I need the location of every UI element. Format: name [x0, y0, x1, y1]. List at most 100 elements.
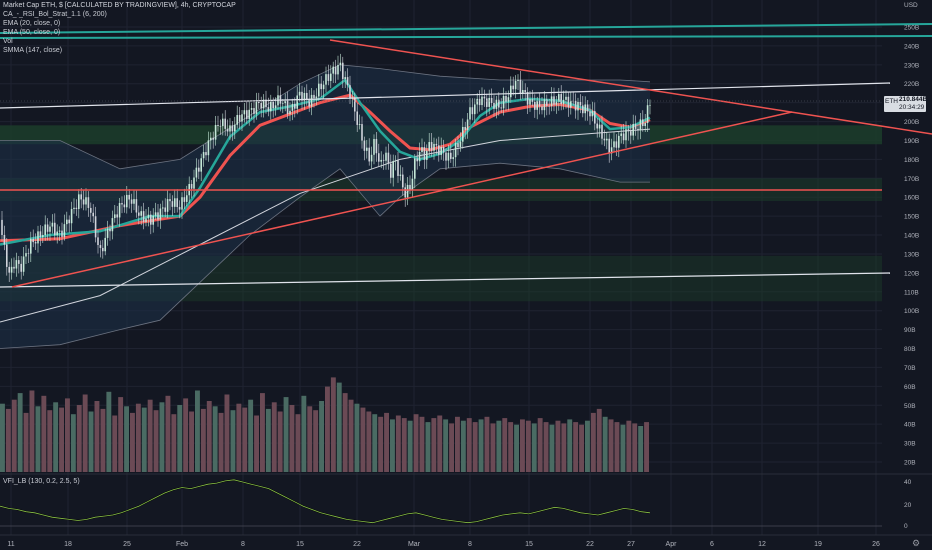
- time-axis-label: 27: [627, 541, 635, 548]
- bollinger-lower: [0, 162, 650, 349]
- candle-body: [286, 100, 289, 115]
- candle-body: [174, 198, 176, 207]
- candle-body: [517, 79, 519, 81]
- volume-bar: [466, 418, 472, 472]
- candle-body: [562, 99, 565, 105]
- candle-body: [438, 145, 440, 155]
- volume-bar: [41, 395, 47, 472]
- volume-bar: [543, 422, 549, 472]
- price-axis-label: 110B: [904, 289, 919, 296]
- chart-title: Market Cap ETH, $ [CALCULATED BY TRADING…: [3, 2, 236, 9]
- time-axis-label: 8: [468, 541, 472, 548]
- candle-body: [37, 231, 39, 244]
- candle-body: [253, 108, 255, 114]
- candle-body: [169, 199, 171, 202]
- legend-item-smma[interactable]: SMMA (147, close): [3, 46, 63, 54]
- legend-item-vol[interactable]: Vol: [3, 37, 13, 45]
- candle-body: [366, 147, 368, 151]
- price-axis-label: 170B: [904, 176, 919, 183]
- vfi-line: [0, 479, 651, 524]
- candle-body: [495, 99, 498, 109]
- candle-body: [454, 143, 457, 158]
- candle-body: [34, 242, 37, 244]
- volume-bar: [23, 412, 29, 472]
- candle-body: [382, 159, 385, 161]
- gear-icon[interactable]: ⚙: [912, 538, 921, 548]
- candle-body: [270, 101, 272, 112]
- volume-bar: [106, 391, 112, 472]
- price-tag-countdown: 20:34:29: [899, 104, 925, 111]
- candle-body: [632, 124, 634, 136]
- candle-body: [20, 263, 22, 272]
- candle-body: [332, 66, 334, 74]
- candle-body: [567, 96, 570, 108]
- candle-body: [625, 129, 627, 141]
- candle-body: [130, 199, 133, 204]
- candle-body: [231, 125, 234, 132]
- candle-body: [402, 174, 404, 188]
- volume-bar: [537, 418, 543, 472]
- candle-body: [385, 152, 387, 161]
- volume-bar: [195, 390, 200, 472]
- candle-body: [466, 119, 469, 130]
- candle-body: [250, 108, 253, 110]
- candle-body: [265, 99, 267, 108]
- candle-body: [128, 194, 130, 200]
- volume-bar: [567, 419, 573, 472]
- axis-unit-label: USD: [904, 2, 918, 9]
- volume-bar: [360, 407, 366, 472]
- volume-bar: [319, 401, 324, 472]
- candle-body: [529, 99, 531, 105]
- candle-body: [255, 101, 258, 114]
- smma-line: [0, 128, 651, 323]
- volume-bar: [141, 407, 147, 472]
- candle-body: [601, 124, 603, 139]
- vfi-axis-label: 40: [904, 479, 912, 486]
- candle-body: [154, 212, 157, 216]
- candle-body: [560, 94, 562, 105]
- time-axis-label: 22: [586, 541, 594, 548]
- volume-bar: [94, 401, 100, 472]
- volume-bar: [378, 416, 384, 472]
- candle-body: [476, 98, 478, 105]
- legend-item-rsi-bol[interactable]: CA_-_RSI_Bol_Strat_1.1 (6, 200): [3, 10, 107, 18]
- candle-body: [73, 207, 75, 210]
- volume-bar: [183, 398, 189, 472]
- candle-body: [649, 104, 651, 106]
- candle-body: [85, 197, 87, 205]
- volume-bar: [218, 412, 224, 472]
- price-axis-label: 150B: [904, 214, 919, 221]
- volume-bar: [484, 416, 490, 472]
- legend-item-ema50[interactable]: EMA (50, close, 0): [3, 28, 61, 36]
- candle-body: [8, 266, 10, 273]
- candle-body: [157, 212, 159, 220]
- legend-item-ema20[interactable]: EMA (20, close, 0): [3, 19, 61, 27]
- candle-body: [195, 167, 198, 178]
- candle-body: [18, 260, 20, 264]
- candle-body: [337, 64, 339, 75]
- candle-body: [519, 79, 522, 94]
- candle-body: [193, 177, 195, 189]
- volume-bar: [455, 416, 460, 472]
- candle-body: [608, 138, 610, 154]
- price-axis-label: 180B: [904, 157, 919, 164]
- candle-body: [531, 99, 534, 102]
- vfi-axis-label: 20: [904, 502, 912, 509]
- candle-body: [46, 224, 49, 232]
- candle-body: [162, 207, 164, 209]
- volume-bar: [171, 414, 177, 472]
- vfi-legend[interactable]: VFI_LB (130, 0.2, 2.5, 5): [3, 478, 80, 485]
- candle-body: [49, 226, 51, 232]
- candle-body: [214, 124, 217, 140]
- candle-body: [445, 152, 447, 161]
- volume-bar: [561, 423, 567, 472]
- candle-body: [450, 152, 452, 159]
- candle-body: [481, 96, 483, 106]
- volume-bar: [502, 418, 508, 472]
- candle-body: [152, 215, 154, 225]
- candle-body: [176, 198, 178, 208]
- candle-body: [606, 138, 608, 141]
- volume-bar: [638, 426, 644, 472]
- volume-bar: [354, 403, 360, 472]
